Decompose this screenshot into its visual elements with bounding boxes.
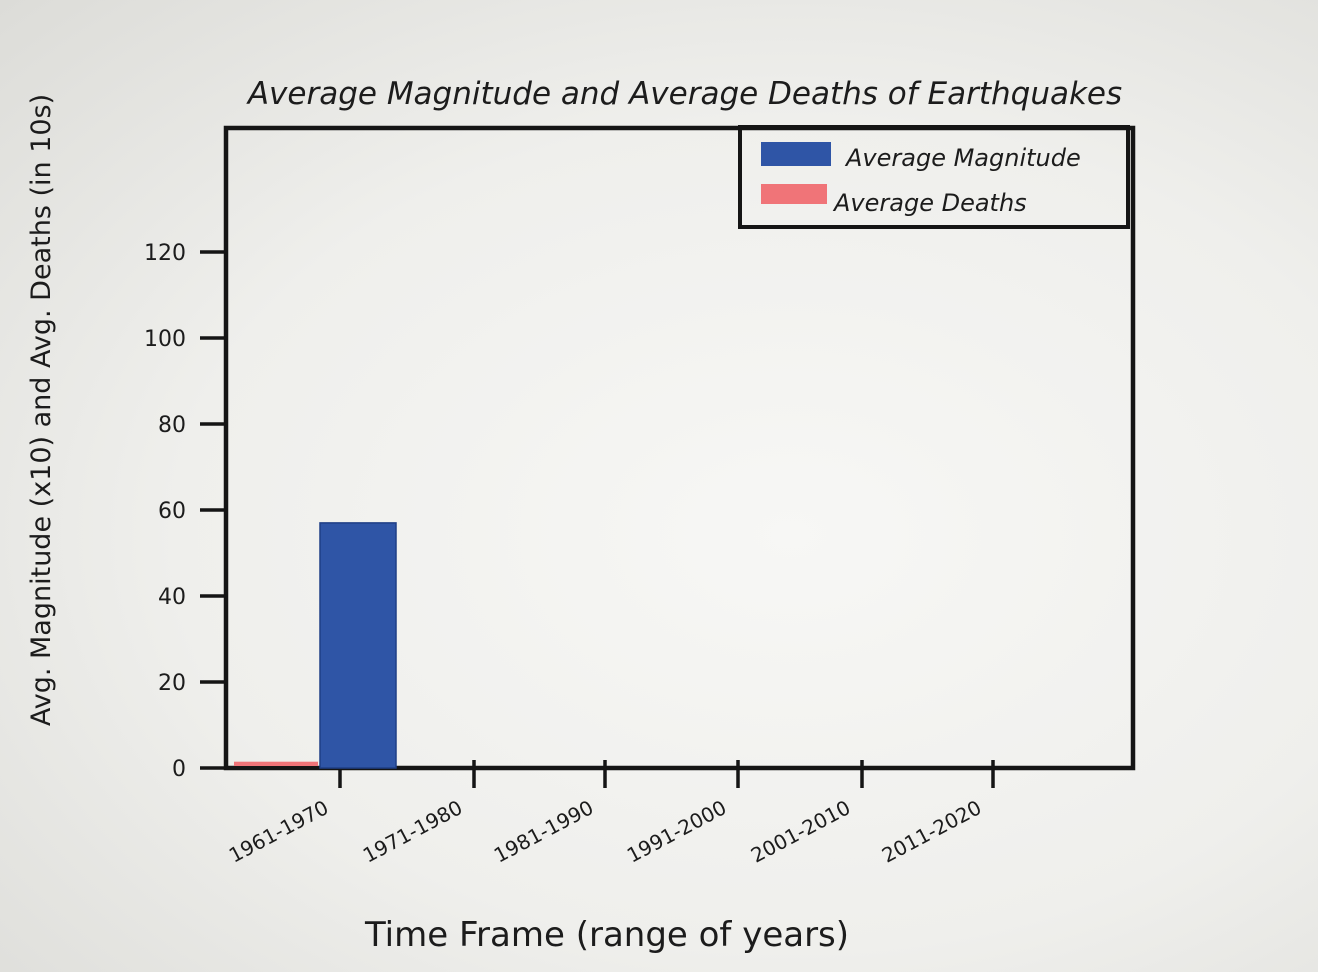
y-axis-label: Avg. Magnitude (x10) and Avg. Deaths (in…	[26, 94, 57, 726]
legend: Average Magnitude Average Deaths	[738, 125, 1130, 229]
x-tick-label: 1961-1970	[225, 795, 333, 867]
x-tick-label: 2011-2020	[878, 795, 986, 867]
x-tick-label: 1971-1980	[359, 795, 467, 867]
bar-average-magnitude	[319, 522, 397, 769]
legend-swatch-average-magnitude	[761, 142, 831, 166]
y-axis: 0 20 40 60 80 100 120	[144, 241, 226, 782]
legend-label-average-deaths: Average Deaths	[832, 189, 1027, 217]
x-tick-label: 1991-2000	[623, 795, 731, 867]
legend-swatch-average-deaths	[761, 184, 827, 204]
y-tick-label: 20	[158, 671, 186, 696]
y-tick-label: 100	[144, 327, 186, 352]
y-tick-label: 80	[158, 413, 186, 438]
y-tick-label: 120	[144, 241, 186, 266]
y-tick-label: 40	[158, 585, 186, 610]
bar-series	[234, 522, 397, 769]
y-tick-label: 0	[172, 757, 186, 782]
x-axis: 1961-1970 1971-1980 1981-1990 1991-2000 2001…	[225, 760, 995, 868]
chart-title: Average Magnitude and Average Deaths of …	[246, 76, 1122, 112]
x-tick-label: 1981-1990	[490, 795, 598, 867]
legend-label-average-magnitude: Average Magnitude	[844, 144, 1081, 172]
x-axis-label: Time Frame (range of years)	[364, 915, 849, 955]
y-tick-label: 60	[158, 499, 186, 524]
bar-average-deaths	[234, 761, 318, 766]
x-tick-label: 2001-2010	[747, 795, 855, 867]
legend-frame	[738, 125, 1130, 229]
plot-frame	[223, 125, 1136, 771]
